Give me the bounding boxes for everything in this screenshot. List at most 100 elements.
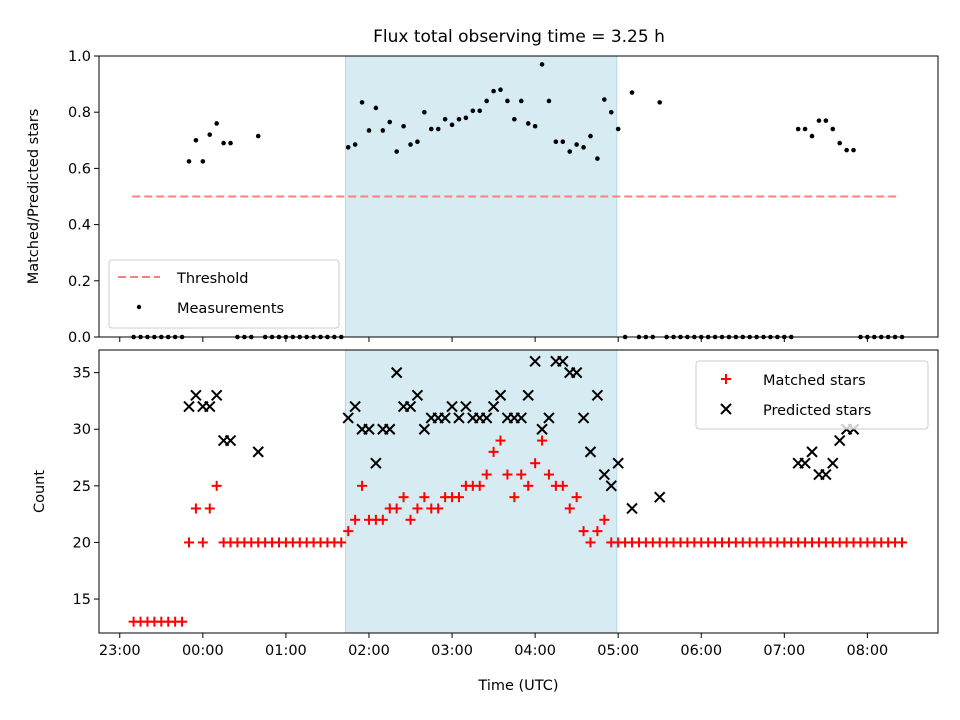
matched-star-point [502, 469, 513, 480]
predicted-star-point [529, 355, 541, 368]
top-x-ticks [119, 337, 868, 342]
top-axes-frame [98, 55, 939, 338]
legend-x-marker [720, 403, 732, 415]
measurement-point [595, 156, 600, 161]
matched-star-point [419, 492, 430, 503]
bottom-shaded-interval [344, 349, 618, 634]
x-marker-b [370, 457, 382, 469]
x-marker-b [183, 400, 195, 413]
matched-star-point [495, 435, 506, 446]
measurement-points [131, 62, 905, 340]
x-marker-b [806, 446, 818, 458]
measurement-point [193, 138, 199, 143]
measurement-point [255, 133, 261, 139]
x-marker-b [342, 412, 354, 424]
x-marker-b [591, 389, 604, 401]
matched-star-point [336, 537, 347, 548]
matched-star-point [412, 503, 423, 514]
matched-star-point [557, 480, 568, 491]
bottom-axes-frame [98, 349, 939, 634]
measurement-point [456, 116, 462, 122]
matched-star-point [523, 480, 534, 491]
matched-star-point [537, 435, 548, 446]
predicted-star-point [384, 423, 396, 435]
measurement-point [401, 123, 406, 129]
x-tick-label: 02:00 [348, 643, 390, 659]
measurement-point [837, 140, 843, 146]
predicted-star-point [833, 434, 846, 447]
predicted-star-point [342, 412, 354, 424]
measurement-point [532, 123, 538, 129]
matched-star-point [433, 503, 444, 514]
matched-star-point [405, 514, 416, 525]
measurement-point [228, 140, 233, 146]
measurement-point [525, 121, 531, 126]
x-marker-b [584, 446, 597, 458]
predicted-star-point [190, 389, 202, 401]
predicted-star-point [577, 412, 590, 424]
measurement-point [574, 142, 579, 147]
predicted-star-point [204, 400, 216, 413]
x-marker-b [204, 400, 216, 413]
x-marker-b [460, 400, 472, 413]
y-tick-label: 0.8 [68, 105, 91, 121]
measurement-point [816, 118, 822, 123]
predicted-star-point [654, 491, 666, 503]
x-marker-b [557, 355, 569, 368]
matched-star-point [398, 492, 409, 503]
measurement-point [415, 139, 420, 145]
measurement-point [214, 121, 219, 126]
matched-star-point [543, 469, 554, 480]
matched-star-point [343, 526, 354, 537]
measurement-point [844, 147, 849, 153]
x-marker-b [487, 400, 500, 413]
matched-star-point [599, 514, 610, 525]
measurement-point [359, 100, 365, 105]
measurement-point [366, 128, 372, 133]
matched-star-point [488, 446, 499, 457]
legend-predicted-swatch [720, 403, 732, 415]
x-marker-b [543, 412, 555, 424]
predicted-star-point [494, 389, 507, 401]
predicted-star-point [827, 457, 839, 469]
measurement-point [352, 142, 358, 147]
measurement-point [345, 145, 351, 150]
x-marker-b [522, 389, 534, 401]
matched-stars-points [128, 435, 908, 627]
predicted-star-point [605, 480, 617, 492]
measurement-point [373, 105, 379, 111]
legend-plus-marker [721, 374, 731, 384]
predicted-star-point [480, 412, 493, 424]
measurement-point [470, 108, 476, 114]
x-tick-label: 06:00 [680, 643, 722, 659]
y-tick-label: 0.6 [68, 161, 91, 177]
measurement-point [200, 159, 206, 164]
x-marker-b [598, 468, 611, 481]
legend-predicted-label: Predicted stars [763, 403, 871, 419]
predicted-star-point [418, 423, 431, 435]
x-marker-b [570, 366, 583, 379]
measurement-point [830, 126, 836, 132]
x-tick-label: 04:00 [514, 643, 556, 659]
predicted-star-point [252, 446, 264, 458]
predicted-star-point [584, 446, 597, 458]
x-marker-b [827, 457, 839, 469]
matched-star-point [453, 492, 464, 503]
bottom-legend: Matched stars Predicted stars [695, 360, 929, 430]
predicted-star-point [591, 389, 604, 401]
predicted-star-point [411, 389, 424, 401]
measurement-point [463, 115, 469, 121]
top-y-ticks: 0.0 0.2 0.4 0.6 0.8 1.0 [68, 49, 99, 346]
matched-star-point [190, 503, 201, 514]
measurement-point [221, 140, 226, 146]
x-tick-label: 08:00 [846, 643, 888, 659]
x-marker-b [453, 412, 465, 424]
predicted-star-point [806, 446, 818, 458]
measurement-point [207, 132, 213, 137]
matched-star-point [897, 537, 908, 548]
chart-title: Flux total observing time = 3.25 h [373, 27, 665, 47]
measurement-point [809, 133, 815, 139]
y-tick-label: 1.0 [68, 49, 91, 65]
measurement-point [512, 116, 517, 122]
measurement-point [657, 100, 663, 105]
